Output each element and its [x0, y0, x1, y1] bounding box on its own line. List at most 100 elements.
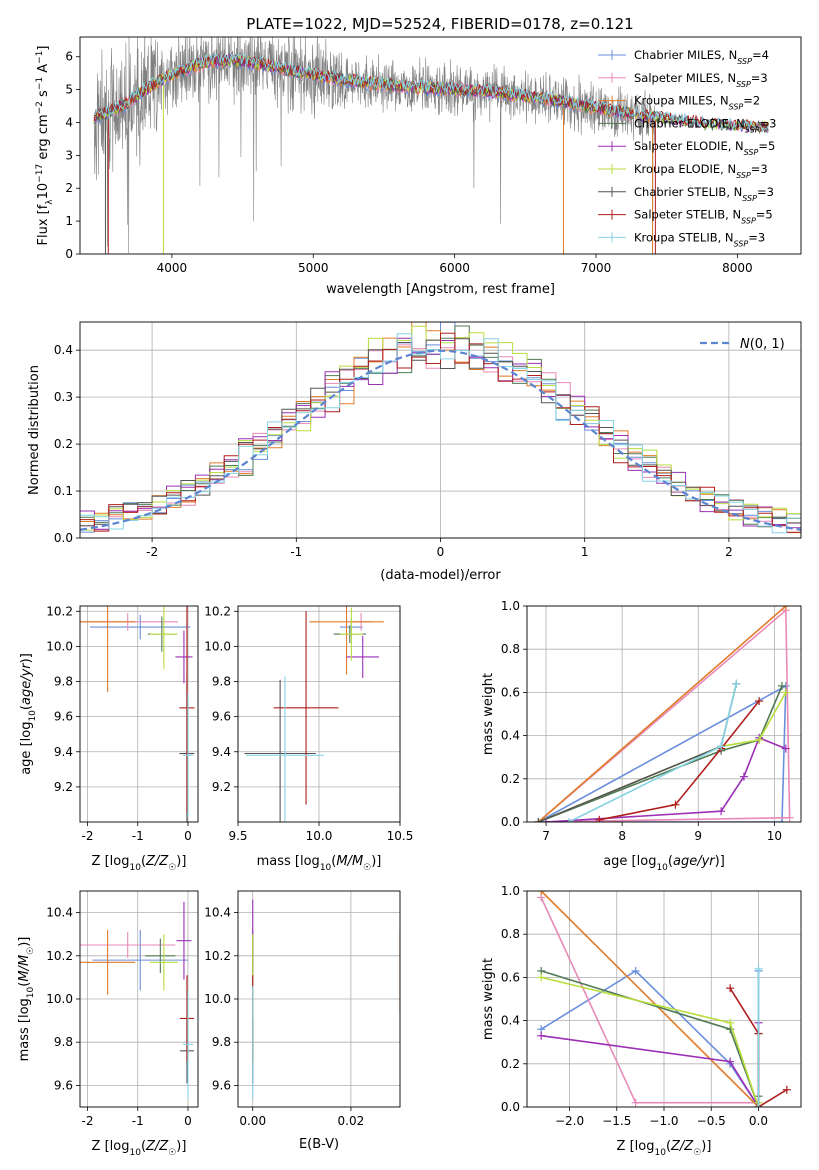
legend-subscript: SSP — [741, 216, 756, 225]
axis-label-part: ( — [19, 705, 34, 710]
legend-text: Salpeter ELODIE, N — [634, 139, 744, 153]
x-axis-label: E(B-V) — [299, 1137, 339, 1152]
axis-label-part: s — [36, 90, 51, 101]
y-tick-label: 3 — [65, 148, 73, 162]
legend-text: =3 — [748, 230, 765, 244]
axis-label-part: ( — [141, 1139, 146, 1154]
weight-line-chabrier_miles — [538, 684, 787, 822]
histogram-step-kroupa_stelib — [80, 333, 801, 534]
axes-frame — [237, 605, 401, 823]
y-tick-label: 0.2 — [501, 772, 520, 786]
y-tick-label: 6 — [65, 50, 73, 64]
x-tick-label: 0.00 — [239, 1114, 266, 1128]
observed-spectrum-line — [93, 37, 656, 254]
axis-label: Z [log10(Z/Z☉)] — [617, 1139, 712, 1158]
y-tick-label: 5 — [65, 83, 73, 97]
axis-label-part: ( — [331, 854, 336, 869]
x-tick-label: 5000 — [298, 261, 329, 275]
x-tick-label: 8 — [618, 829, 626, 843]
x-tick-label: 0.02 — [338, 1114, 365, 1128]
panel-age_weight: 7 8 9 10 0.0 0.2 0.4 0.6 0.8 1.0 mass weight age [l… — [481, 599, 802, 873]
x-tick-label: 7000 — [581, 261, 612, 275]
axis-label-part: mass [log — [17, 998, 32, 1061]
axis-label-part: )] — [371, 854, 381, 869]
axis-label-part: mass [log — [257, 854, 320, 869]
y-tick-label: 9.4 — [54, 745, 73, 759]
y-tick-label: 0.1 — [54, 484, 73, 498]
legend-subscript: SSP — [742, 193, 757, 202]
axis-label: mass [log10(M/M☉)] — [17, 937, 36, 1062]
y-tick-label: 4 — [65, 115, 73, 129]
axis-label-part: −1 — [35, 77, 45, 90]
panel-z_weight: −2.0 −1.5 −1.0 −0.5 0.0 0.0 0.2 0.4 0.6 0.8 1.0 mas… — [481, 884, 802, 1158]
axis-label-part: λ — [45, 199, 55, 205]
plot-area — [537, 891, 791, 1107]
legend-subscript: SSP — [734, 239, 749, 248]
y-tick-label: 9.6 — [54, 1078, 73, 1092]
x-tick-label: −1.5 — [602, 1114, 631, 1128]
axis-label-part: ☉ — [168, 863, 176, 873]
weight-line-kroupa_miles — [537, 606, 787, 822]
axis-label-part: 10 — [129, 1148, 141, 1158]
y-tick-label: 9.4 — [212, 745, 231, 759]
x-tick-label: 10.5 — [387, 829, 414, 843]
x-tick-label: 10 — [767, 829, 782, 843]
y-tick-label: 9.2 — [54, 780, 73, 794]
axis-label-part: −1 — [35, 51, 45, 64]
weight-line-salpeter_elodie — [545, 736, 787, 822]
weight-line-salpeter_stelib — [599, 700, 760, 821]
x-tick-label: 1 — [581, 545, 589, 559]
axes-frame — [79, 321, 802, 539]
plot-area — [534, 606, 794, 822]
plot-area — [80, 901, 194, 1099]
axis-label-part: ( — [668, 854, 673, 869]
y-tick-label: 1.0 — [501, 884, 520, 898]
x-tick-label: 0 — [437, 545, 445, 559]
legend-normal-label: N(0, 1) — [740, 337, 785, 352]
panel-ebv_mass: 0.00 0.02 9.6 9.8 10.0 10.2 10.4 E(B-V) — [204, 890, 401, 1152]
panel-z_age: -2 -1 09.29.49.69.810.010.2Z [log10(Z/Z☉)]… — [19, 604, 199, 873]
axis-label-part: M/M — [17, 955, 32, 982]
legend-entry-label: Kroupa MILES, NSSP=2 — [634, 94, 760, 112]
axis-label: mass weight — [481, 673, 496, 755]
legend-entry-label: Chabrier MILES, NSSP=4 — [634, 48, 769, 66]
axis-label-part: age/yr — [19, 662, 34, 705]
axis-label-part: )] — [19, 653, 34, 663]
axis-label-part: )] — [176, 1139, 186, 1154]
y-tick-label: 9.8 — [212, 1035, 231, 1049]
plot-area — [252, 899, 400, 1099]
y-tick-label: 0.0 — [501, 815, 520, 829]
legend-subscript: SSP — [729, 102, 744, 111]
axis-label-part: 10 — [654, 1148, 666, 1158]
y-tick-label: 0.2 — [54, 437, 73, 451]
y-tick-label: 9.6 — [212, 710, 231, 724]
legend-text: Chabrier MILES, N — [634, 48, 737, 62]
histogram-step-kroupa_elodie — [80, 325, 801, 531]
panel-mass_age: 9.5 10.0 10.5 9.2 9.4 9.6 9.8 10.0 10.2 mass [log… — [204, 604, 414, 873]
x-tick-label: −0.5 — [697, 1114, 726, 1128]
y-tick-label: 1 — [65, 214, 73, 228]
y-tick-label: 10.2 — [46, 604, 73, 618]
axes-frame — [79, 36, 802, 255]
axis-label: mass [log10(M/M☉)] — [257, 854, 382, 873]
axis-label-part: ] — [36, 46, 51, 51]
x-tick-label: 0 — [184, 1114, 192, 1128]
x-tick-label: 9 — [694, 829, 702, 843]
x-tick-label: -1 — [290, 545, 302, 559]
legend-text: Salpeter MILES, N — [634, 71, 736, 85]
axis-label-part: ( — [141, 854, 146, 869]
legend-entry-label: Salpeter MILES, NSSP=3 — [634, 71, 768, 89]
legend-text: =3 — [751, 71, 768, 85]
legend-text: Kroupa ELODIE, N — [634, 162, 736, 176]
axis-label: age [log10(age/yr)] — [19, 653, 38, 775]
weight-line-kroupa_miles — [540, 891, 760, 1107]
x-tick-label: -1 — [132, 1114, 144, 1128]
legend-text: =5 — [756, 208, 773, 222]
axis-label-part: 10 — [320, 863, 332, 873]
axis-label-part: mass weight — [481, 673, 496, 755]
x-tick-label: 9.5 — [228, 829, 247, 843]
y-tick-label: 10.0 — [46, 992, 73, 1006]
y-tick-label: 0.4 — [501, 1014, 520, 1028]
weight-line-kroupa_stelib — [568, 683, 738, 822]
x-tick-label: −2.0 — [555, 1114, 584, 1128]
